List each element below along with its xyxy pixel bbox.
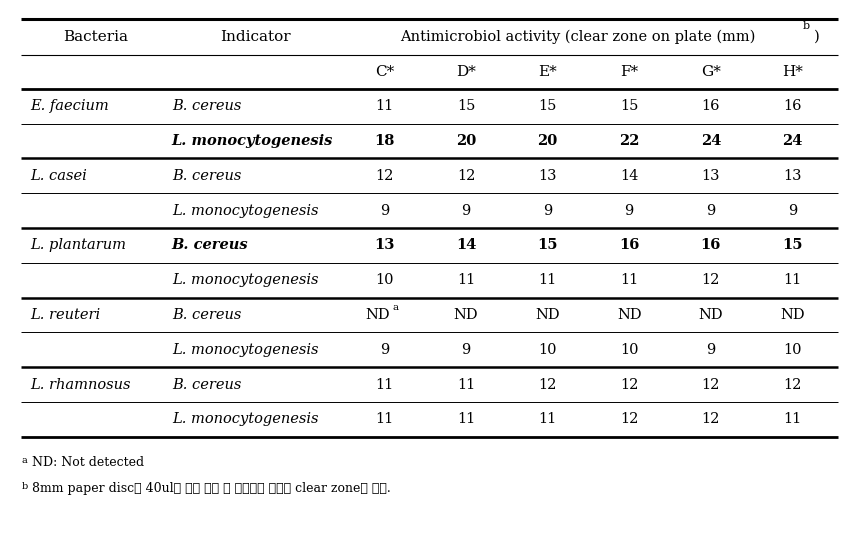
Text: 12: 12 (702, 412, 720, 426)
Text: 18: 18 (375, 134, 394, 148)
Text: Bacteria: Bacteria (63, 30, 128, 44)
Text: F*: F* (620, 65, 638, 79)
Text: 11: 11 (620, 273, 638, 287)
Text: 11: 11 (457, 273, 475, 287)
Text: 9: 9 (461, 203, 471, 218)
Text: B. cereus: B. cereus (172, 238, 248, 253)
Text: 16: 16 (701, 238, 721, 253)
Text: 22: 22 (619, 134, 639, 148)
Text: 9: 9 (624, 203, 634, 218)
Text: 11: 11 (375, 412, 393, 426)
Text: ND: ND (454, 308, 478, 322)
Text: B. cereus: B. cereus (172, 169, 241, 183)
Text: L. monocytogenesis: L. monocytogenesis (172, 342, 319, 357)
Text: B. cereus: B. cereus (172, 308, 241, 322)
Text: B. cereus: B. cereus (172, 99, 241, 113)
Text: 9: 9 (380, 203, 389, 218)
Text: 12: 12 (620, 378, 638, 392)
Text: H*: H* (782, 65, 803, 79)
Text: ND: ND (698, 308, 723, 322)
Text: 15: 15 (539, 99, 557, 113)
Text: B. cereus: B. cereus (172, 378, 241, 392)
Text: L. monocytogenesis: L. monocytogenesis (172, 273, 319, 287)
Text: 11: 11 (783, 273, 801, 287)
Text: 14: 14 (620, 169, 638, 183)
Text: 11: 11 (375, 99, 393, 113)
Text: C*: C* (375, 65, 394, 79)
Text: 12: 12 (539, 378, 557, 392)
Text: L. reuteri: L. reuteri (30, 308, 101, 322)
Text: 9: 9 (543, 203, 552, 218)
Text: a: a (21, 456, 27, 465)
Text: 24: 24 (783, 134, 802, 148)
Text: E*: E* (539, 65, 557, 79)
Text: ND: Not detected: ND: Not detected (32, 456, 144, 469)
Text: L. plantarum: L. plantarum (30, 238, 126, 253)
Text: D*: D* (456, 65, 476, 79)
Text: 24: 24 (701, 134, 721, 148)
Text: L. monocytogenesis: L. monocytogenesis (172, 203, 319, 218)
Text: ): ) (813, 30, 819, 44)
Text: 16: 16 (702, 99, 720, 113)
Text: 12: 12 (457, 169, 475, 183)
Text: 12: 12 (620, 412, 638, 426)
Text: 10: 10 (375, 273, 393, 287)
Text: 12: 12 (783, 378, 801, 392)
Text: 12: 12 (375, 169, 393, 183)
Text: 8mm paper disc에 40ul를 흡수 건조 후 부착시켜 생성된 clear zone의 직경.: 8mm paper disc에 40ul를 흡수 건조 후 부착시켜 생성된 c… (32, 482, 391, 495)
Text: 13: 13 (375, 238, 394, 253)
Text: b: b (21, 482, 27, 491)
Text: 15: 15 (620, 99, 638, 113)
Text: L. monocytogenesis: L. monocytogenesis (172, 412, 319, 426)
Text: 20: 20 (456, 134, 476, 148)
Text: 11: 11 (375, 378, 393, 392)
Text: b: b (803, 21, 810, 31)
Text: Indicator: Indicator (220, 30, 291, 44)
Text: 11: 11 (539, 412, 557, 426)
Text: L. monocytogenesis: L. monocytogenesis (172, 134, 333, 148)
Text: ND: ND (535, 308, 560, 322)
Text: 10: 10 (539, 342, 557, 357)
Text: L. casei: L. casei (30, 169, 87, 183)
Text: ND: ND (365, 308, 390, 322)
Text: 12: 12 (702, 273, 720, 287)
Text: 11: 11 (457, 378, 475, 392)
Text: 9: 9 (706, 203, 716, 218)
Text: 10: 10 (783, 342, 801, 357)
Text: 13: 13 (783, 169, 801, 183)
Text: 16: 16 (783, 99, 801, 113)
Text: L. rhamnosus: L. rhamnosus (30, 378, 131, 392)
Text: 11: 11 (539, 273, 557, 287)
Text: ND: ND (617, 308, 642, 322)
Text: 11: 11 (457, 412, 475, 426)
Text: 15: 15 (783, 238, 802, 253)
Text: 12: 12 (702, 378, 720, 392)
Text: Antimicrobiol activity (clear zone on plate (mm): Antimicrobiol activity (clear zone on pl… (400, 30, 756, 44)
Text: 16: 16 (619, 238, 639, 253)
Text: E. faecium: E. faecium (30, 99, 109, 113)
Text: 13: 13 (539, 169, 557, 183)
Text: a: a (393, 304, 399, 312)
Text: 9: 9 (461, 342, 471, 357)
Text: 9: 9 (380, 342, 389, 357)
Text: 9: 9 (788, 203, 797, 218)
Text: G*: G* (701, 65, 721, 79)
Text: 11: 11 (783, 412, 801, 426)
Text: 10: 10 (620, 342, 638, 357)
Text: 15: 15 (538, 238, 557, 253)
Text: ND: ND (780, 308, 805, 322)
Text: 9: 9 (706, 342, 716, 357)
Text: 13: 13 (702, 169, 720, 183)
Text: 20: 20 (538, 134, 557, 148)
Text: 14: 14 (456, 238, 476, 253)
Text: 15: 15 (457, 99, 475, 113)
